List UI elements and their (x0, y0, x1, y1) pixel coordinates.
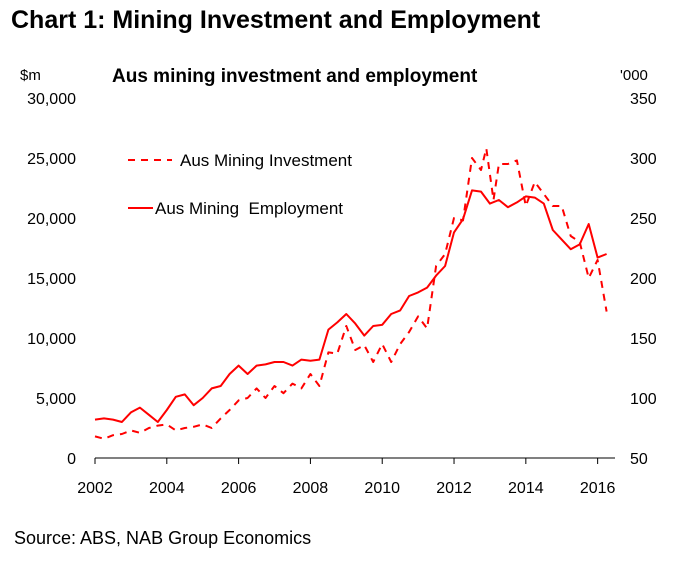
left-y-axis: 0 5,000 10,000 15,000 20,000 25,000 30,000 (27, 91, 76, 468)
chart-title: Aus mining investment and employment (112, 66, 478, 87)
x-tick-label: 2004 (149, 480, 185, 497)
series-line-investment (94, 147, 608, 440)
right-y-tick-label: 250 (630, 211, 657, 228)
left-y-tick-label: 5,000 (36, 391, 76, 408)
legend-label-employment: Aus Mining Employment (155, 199, 343, 218)
left-axis-unit: $m (20, 67, 41, 84)
x-tick-label: 2014 (508, 480, 544, 497)
left-y-tick-label: 20,000 (27, 211, 76, 228)
right-y-tick-label: 100 (630, 391, 657, 408)
legend: Aus Mining Investment Aus Mining Employm… (128, 151, 352, 218)
left-y-tick-label: 10,000 (27, 331, 76, 348)
right-y-tick-label: 300 (630, 151, 657, 168)
right-y-axis: 50 100 150 200 250 300 350 (630, 91, 657, 468)
series-line-employment (94, 189, 607, 423)
x-tick-label: 2002 (77, 480, 113, 497)
right-y-tick-label: 150 (630, 331, 657, 348)
left-y-tick-label: 30,000 (27, 91, 76, 108)
left-y-tick-label: 25,000 (27, 151, 76, 168)
legend-label-investment: Aus Mining Investment (180, 151, 352, 170)
left-y-tick-label: 0 (67, 451, 76, 468)
series-layer (94, 147, 608, 440)
right-axis-unit: '000 (620, 67, 648, 84)
right-y-tick-label: 350 (630, 91, 657, 108)
source-note: Source: ABS, NAB Group Economics (14, 528, 312, 548)
left-y-tick-label: 15,000 (27, 271, 76, 288)
right-y-tick-label: 50 (630, 451, 648, 468)
x-tick-label: 2012 (436, 480, 472, 497)
x-tick-label: 2006 (221, 480, 257, 497)
right-y-tick-label: 200 (630, 271, 657, 288)
x-tick-label: 2016 (580, 480, 616, 497)
x-tick-label: 2008 (293, 480, 329, 497)
page-title: Chart 1: Mining Investment and Employmen… (11, 6, 541, 34)
x-tick-label: 2010 (364, 480, 400, 497)
x-axis: 2002 2004 2006 2008 2010 2012 2014 2016 (77, 458, 616, 497)
